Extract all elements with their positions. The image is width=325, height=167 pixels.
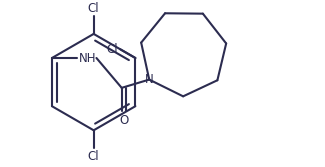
Text: Cl: Cl [106, 43, 118, 56]
Text: NH: NH [79, 51, 97, 64]
Text: Cl: Cl [88, 150, 99, 162]
Text: O: O [119, 114, 129, 127]
Text: N: N [145, 73, 154, 86]
Text: Cl: Cl [88, 2, 99, 15]
